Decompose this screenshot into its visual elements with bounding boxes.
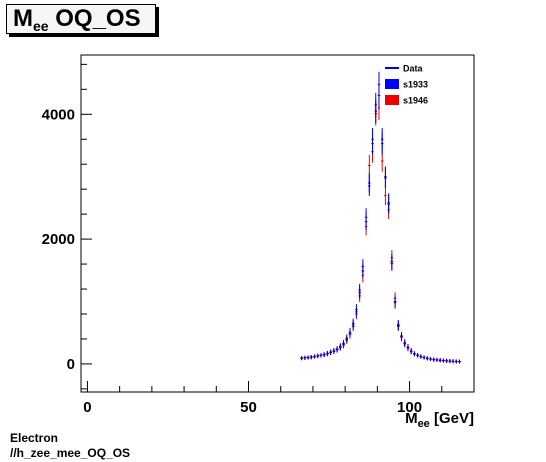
data-point — [403, 339, 407, 347]
plot-frame — [80, 54, 475, 393]
data-point — [332, 348, 336, 354]
chart-title-box: Mee OQ_OS — [6, 4, 156, 34]
data-point — [313, 354, 316, 359]
legend-label: s1946 — [403, 96, 428, 106]
y-tick-label: 4000 — [42, 106, 75, 123]
data-point — [432, 357, 436, 362]
title-subscript: ee — [33, 18, 49, 34]
x-tick-label: 50 — [240, 399, 257, 416]
data-point — [326, 351, 329, 357]
data-point — [348, 329, 352, 338]
data-point — [306, 355, 310, 360]
legend-swatch-s1933 — [385, 79, 399, 89]
data-point — [400, 332, 403, 341]
data-point — [351, 320, 355, 330]
data-point — [393, 295, 397, 308]
data-point — [409, 348, 413, 354]
data-point — [442, 358, 445, 363]
data-point — [451, 359, 455, 364]
data-point — [390, 253, 394, 270]
data-point — [361, 263, 365, 279]
data-point — [342, 340, 345, 348]
data-point — [384, 167, 387, 189]
data-point — [300, 356, 303, 361]
data-point — [380, 132, 384, 155]
data-point — [339, 343, 342, 351]
y-tick-label: 2000 — [42, 231, 75, 248]
data-point — [426, 356, 429, 361]
data-point — [377, 83, 381, 108]
data-point — [413, 351, 416, 357]
chart-title: Mee OQ_OS — [13, 5, 141, 34]
data-point — [345, 335, 349, 343]
legend: Data s1933 s1946 — [385, 64, 428, 106]
title-main: M — [13, 5, 33, 32]
data-point — [368, 154, 371, 177]
data-points — [300, 71, 461, 364]
data-point — [355, 306, 358, 318]
footer-label-electron: Electron — [10, 431, 59, 445]
legend-label: Data — [403, 64, 424, 74]
data-point — [397, 320, 400, 331]
data-point — [316, 353, 320, 359]
data-point — [454, 359, 458, 364]
data-point — [358, 286, 361, 300]
data-point — [329, 349, 332, 355]
data-point — [438, 358, 442, 363]
axes: 0 50 100 0 2000 4000 — [42, 63, 443, 416]
footer-label-histogram-path: //h_zee_mee_OQ_OS — [10, 446, 131, 460]
y-tick-label: 0 — [67, 356, 75, 373]
data-point — [406, 344, 410, 351]
data-point — [448, 359, 452, 364]
x-tick-label: 0 — [83, 399, 91, 416]
legend-label: s1933 — [403, 80, 428, 90]
title-rest: OQ_OS — [48, 5, 141, 32]
data-point — [322, 352, 326, 357]
data-point — [422, 355, 426, 360]
data-point — [371, 132, 374, 155]
data-point — [458, 359, 461, 364]
data-point — [310, 355, 313, 360]
data-point — [387, 194, 390, 214]
data-point — [435, 357, 439, 362]
x-tick-label: 100 — [397, 399, 422, 416]
data-point — [416, 353, 419, 358]
data-point — [374, 99, 378, 124]
x-axis-label: Mee [GeV] — [405, 410, 474, 430]
legend-swatch-s1946 — [385, 95, 399, 105]
data-point — [303, 355, 307, 360]
data-point — [419, 354, 423, 359]
data-point — [384, 185, 387, 206]
data-point — [445, 358, 448, 363]
data-point — [364, 212, 368, 231]
data-point — [429, 357, 432, 362]
data-point — [319, 353, 323, 358]
data-point — [368, 172, 371, 194]
data-point — [335, 346, 339, 353]
